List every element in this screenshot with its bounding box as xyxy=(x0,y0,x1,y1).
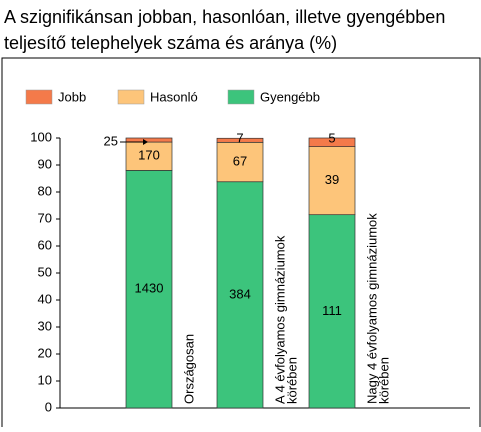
bar-segment xyxy=(216,137,264,143)
x-tick-label: Nagy 4 évfolyamos gimnáziumok xyxy=(364,213,379,404)
data-label: 67 xyxy=(233,153,247,168)
legend-swatch xyxy=(25,89,53,105)
data-label: 7 xyxy=(236,131,243,146)
bar-segment xyxy=(308,137,356,147)
legend-swatch xyxy=(117,89,145,105)
data-label: 39 xyxy=(325,172,339,187)
y-tick-label: 0 xyxy=(45,399,52,414)
x-tick-label: A 4 évfolyamos gimnáziumok xyxy=(272,235,287,404)
legend-label: Jobb xyxy=(58,89,86,104)
y-tick-label: 80 xyxy=(38,183,52,198)
label-arrowhead xyxy=(143,139,148,146)
legend-label: Gyengébb xyxy=(260,89,320,104)
y-tick-label: 30 xyxy=(38,318,52,333)
x-tick-label: körében xyxy=(284,357,299,404)
bar-segment xyxy=(216,141,264,183)
data-label: 1430 xyxy=(135,281,164,296)
y-tick-label: 50 xyxy=(38,264,52,279)
data-label: 25 xyxy=(104,133,118,148)
chart-title: teljesítő telephelyek száma és aránya (%… xyxy=(4,33,337,53)
x-tick-label: körében xyxy=(376,357,391,404)
y-tick-label: 60 xyxy=(38,237,52,252)
legend-swatch xyxy=(227,89,255,105)
y-tick-label: 10 xyxy=(38,372,52,387)
bar-segment xyxy=(308,214,356,409)
y-tick-label: 70 xyxy=(38,210,52,225)
y-tick-label: 40 xyxy=(38,291,52,306)
chart-title: A szignifikánsan jobban, hasonlóan, ille… xyxy=(4,7,445,27)
bar-segment xyxy=(308,146,356,216)
bar-segment xyxy=(216,181,264,409)
x-tick-label: Országosan xyxy=(181,334,196,404)
y-tick-label: 20 xyxy=(38,345,52,360)
data-label: 384 xyxy=(229,286,251,301)
data-label: 170 xyxy=(138,148,160,163)
data-label: 111 xyxy=(322,303,342,318)
legend-label: Hasonló xyxy=(150,89,198,104)
bar-segment xyxy=(125,137,173,143)
data-label: 5 xyxy=(328,130,335,145)
y-tick-label: 100 xyxy=(30,129,52,144)
y-tick-label: 90 xyxy=(38,156,52,171)
bar-segment xyxy=(125,141,173,171)
bar-segment xyxy=(125,170,173,409)
